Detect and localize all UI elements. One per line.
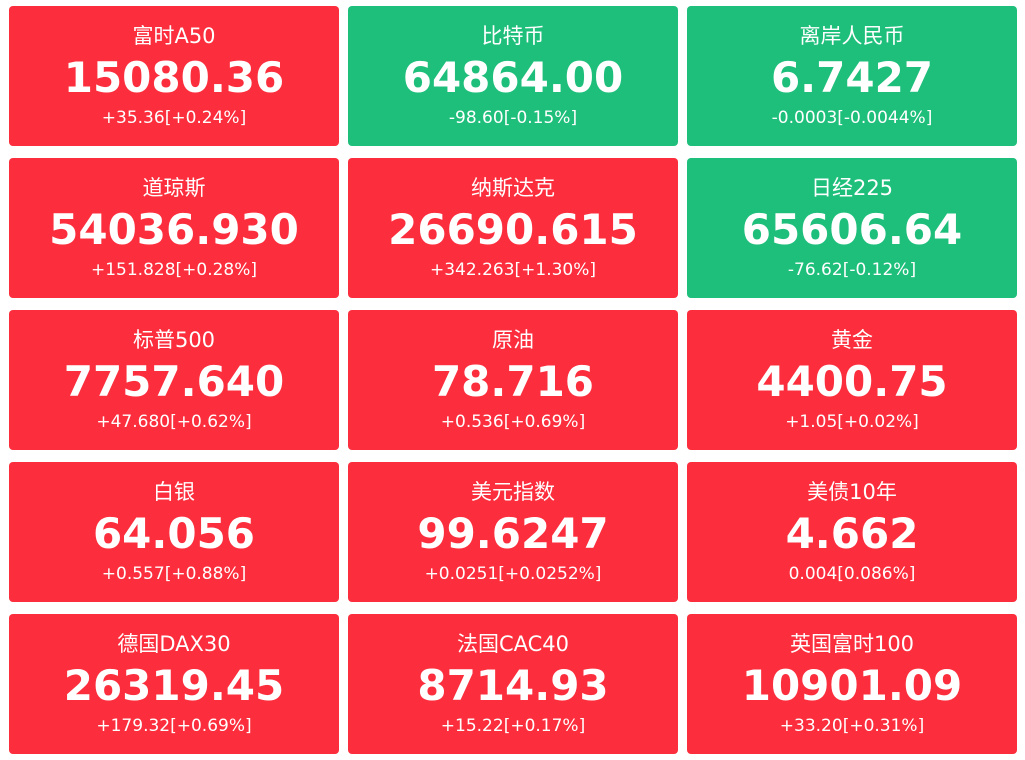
quote-value: 26690.615 (388, 205, 638, 254)
quote-change: +35.36[+0.24%] (101, 108, 247, 128)
quote-change: +151.828[+0.28%] (90, 260, 258, 280)
quote-value: 4.662 (785, 509, 919, 558)
quote-name: 离岸人民币 (799, 24, 905, 48)
quote-change: -98.60[-0.15%] (448, 108, 578, 128)
quote-value: 64.056 (92, 509, 256, 558)
quote-tile: 日经225 65606.64 -76.62[-0.12%] (687, 158, 1017, 298)
quote-name: 美债10年 (807, 480, 897, 504)
quote-change: +47.680[+0.62%] (96, 412, 252, 432)
quote-value: 64864.00 (402, 53, 624, 102)
quote-name: 富时A50 (132, 24, 216, 48)
quote-change: +33.20[+0.31%] (779, 716, 925, 736)
quote-change: +342.263[+1.30%] (429, 260, 597, 280)
quote-change: +0.0251[+0.0252%] (424, 564, 602, 584)
quote-name: 白银 (153, 480, 195, 504)
quote-name: 美元指数 (471, 480, 555, 504)
quote-name: 原油 (492, 328, 534, 352)
quote-change: -0.0003[-0.0044%] (771, 108, 933, 128)
quote-name: 法国CAC40 (456, 632, 570, 656)
quote-tile: 道琼斯 54036.930 +151.828[+0.28%] (9, 158, 339, 298)
quote-name: 黄金 (831, 328, 873, 352)
quote-name: 道琼斯 (142, 176, 206, 200)
quote-value: 26319.45 (63, 661, 285, 710)
quote-change: 0.004[0.086%] (788, 564, 916, 584)
quote-name: 德国DAX30 (117, 632, 231, 656)
quote-name: 标普500 (132, 328, 216, 352)
quote-change: +15.22[+0.17%] (440, 716, 586, 736)
quote-tile: 白银 64.056 +0.557[+0.88%] (9, 462, 339, 602)
quote-value: 10901.09 (741, 661, 963, 710)
quote-value: 99.6247 (417, 509, 609, 558)
quote-tile: 德国DAX30 26319.45 +179.32[+0.69%] (9, 614, 339, 754)
quote-name: 比特币 (481, 24, 545, 48)
quote-name: 英国富时100 (789, 632, 915, 656)
quote-value: 54036.930 (49, 205, 299, 254)
quote-value: 15080.36 (63, 53, 285, 102)
quote-tile: 富时A50 15080.36 +35.36[+0.24%] (9, 6, 339, 146)
quote-change: +179.32[+0.69%] (96, 716, 252, 736)
quote-change: +1.05[+0.02%] (785, 412, 919, 432)
quote-tile: 纳斯达克 26690.615 +342.263[+1.30%] (348, 158, 678, 298)
quote-tile: 美债10年 4.662 0.004[0.086%] (687, 462, 1017, 602)
quote-value: 7757.640 (63, 357, 285, 406)
quote-value: 8714.93 (417, 661, 609, 710)
quote-tile: 美元指数 99.6247 +0.0251[+0.0252%] (348, 462, 678, 602)
quote-change: +0.536[+0.69%] (440, 412, 586, 432)
quote-grid: 富时A50 15080.36 +35.36[+0.24%] 比特币 64864.00 -9… (9, 6, 1017, 754)
quote-tile: 英国富时100 10901.09 +33.20[+0.31%] (687, 614, 1017, 754)
quote-change: -76.62[-0.12%] (787, 260, 917, 280)
quote-name: 日经225 (810, 176, 894, 200)
quote-name: 纳斯达克 (471, 176, 555, 200)
quote-tile: 离岸人民币 6.7427 -0.0003[-0.0044%] (687, 6, 1017, 146)
quote-value: 4400.75 (756, 357, 948, 406)
quote-tile: 原油 78.716 +0.536[+0.69%] (348, 310, 678, 450)
quote-tile: 法国CAC40 8714.93 +15.22[+0.17%] (348, 614, 678, 754)
quote-tile: 比特币 64864.00 -98.60[-0.15%] (348, 6, 678, 146)
quote-value: 78.716 (431, 357, 595, 406)
quote-tile: 标普500 7757.640 +47.680[+0.62%] (9, 310, 339, 450)
quote-value: 65606.64 (741, 205, 963, 254)
quote-value: 6.7427 (770, 53, 934, 102)
quote-tile: 黄金 4400.75 +1.05[+0.02%] (687, 310, 1017, 450)
quote-change: +0.557[+0.88%] (101, 564, 247, 584)
